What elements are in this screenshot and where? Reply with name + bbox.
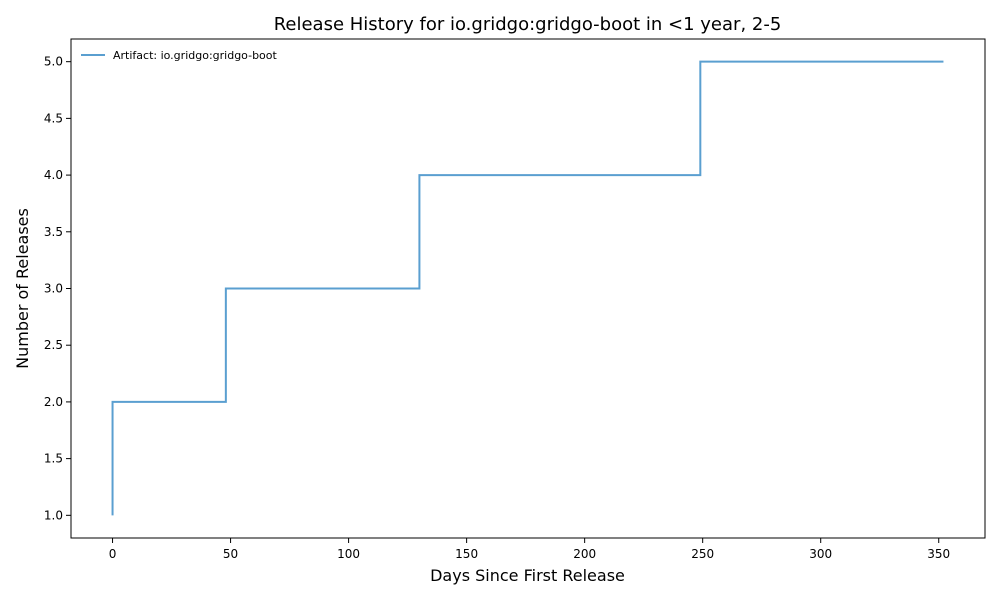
y-tick-label: 3.5 xyxy=(44,225,63,239)
y-axis-ticks: 1.0 1.5 2.0 2.5 3.0 3.5 4.0 4.5 5.0 xyxy=(44,55,71,522)
x-tick-label: 150 xyxy=(455,547,478,561)
series-line xyxy=(111,60,944,516)
y-tick-label: 4.5 xyxy=(44,111,63,125)
x-tick-label: 250 xyxy=(691,547,714,561)
plot-frame xyxy=(70,38,986,539)
x-tick-label: 50 xyxy=(223,547,238,561)
x-tick-label: 100 xyxy=(337,547,360,561)
legend: Artifact: io.gridgo:gridgo-boot xyxy=(81,49,278,62)
y-tick-label: 2.0 xyxy=(44,395,63,409)
x-tick-label: 200 xyxy=(573,547,596,561)
x-tick-label: 300 xyxy=(809,547,832,561)
y-tick-label: 3.0 xyxy=(44,282,63,296)
y-tick-label: 1.0 xyxy=(44,508,63,522)
y-tick-label: 2.5 xyxy=(44,338,63,352)
x-tick-label: 350 xyxy=(927,547,950,561)
plot-area: 0 50 100 150 200 250 300 350 1.0 1.5 2.0 2.5 3.0 3.5… xyxy=(44,38,986,561)
chart-title: Release History for io.gridgo:gridgo-boo… xyxy=(274,14,782,35)
y-tick-label: 1.5 xyxy=(44,452,63,466)
y-tick-label: 4.0 xyxy=(44,168,63,182)
y-tick-label: 5.0 xyxy=(44,55,63,69)
legend-label: Artifact: io.gridgo:gridgo-boot xyxy=(113,49,278,62)
x-tick-label: 0 xyxy=(109,547,117,561)
x-axis-ticks: 0 50 100 150 200 250 300 350 xyxy=(109,538,950,561)
y-axis-label: Number of Releases xyxy=(13,208,32,369)
x-axis-label: Days Since First Release xyxy=(430,566,625,585)
series-layer xyxy=(111,60,944,516)
